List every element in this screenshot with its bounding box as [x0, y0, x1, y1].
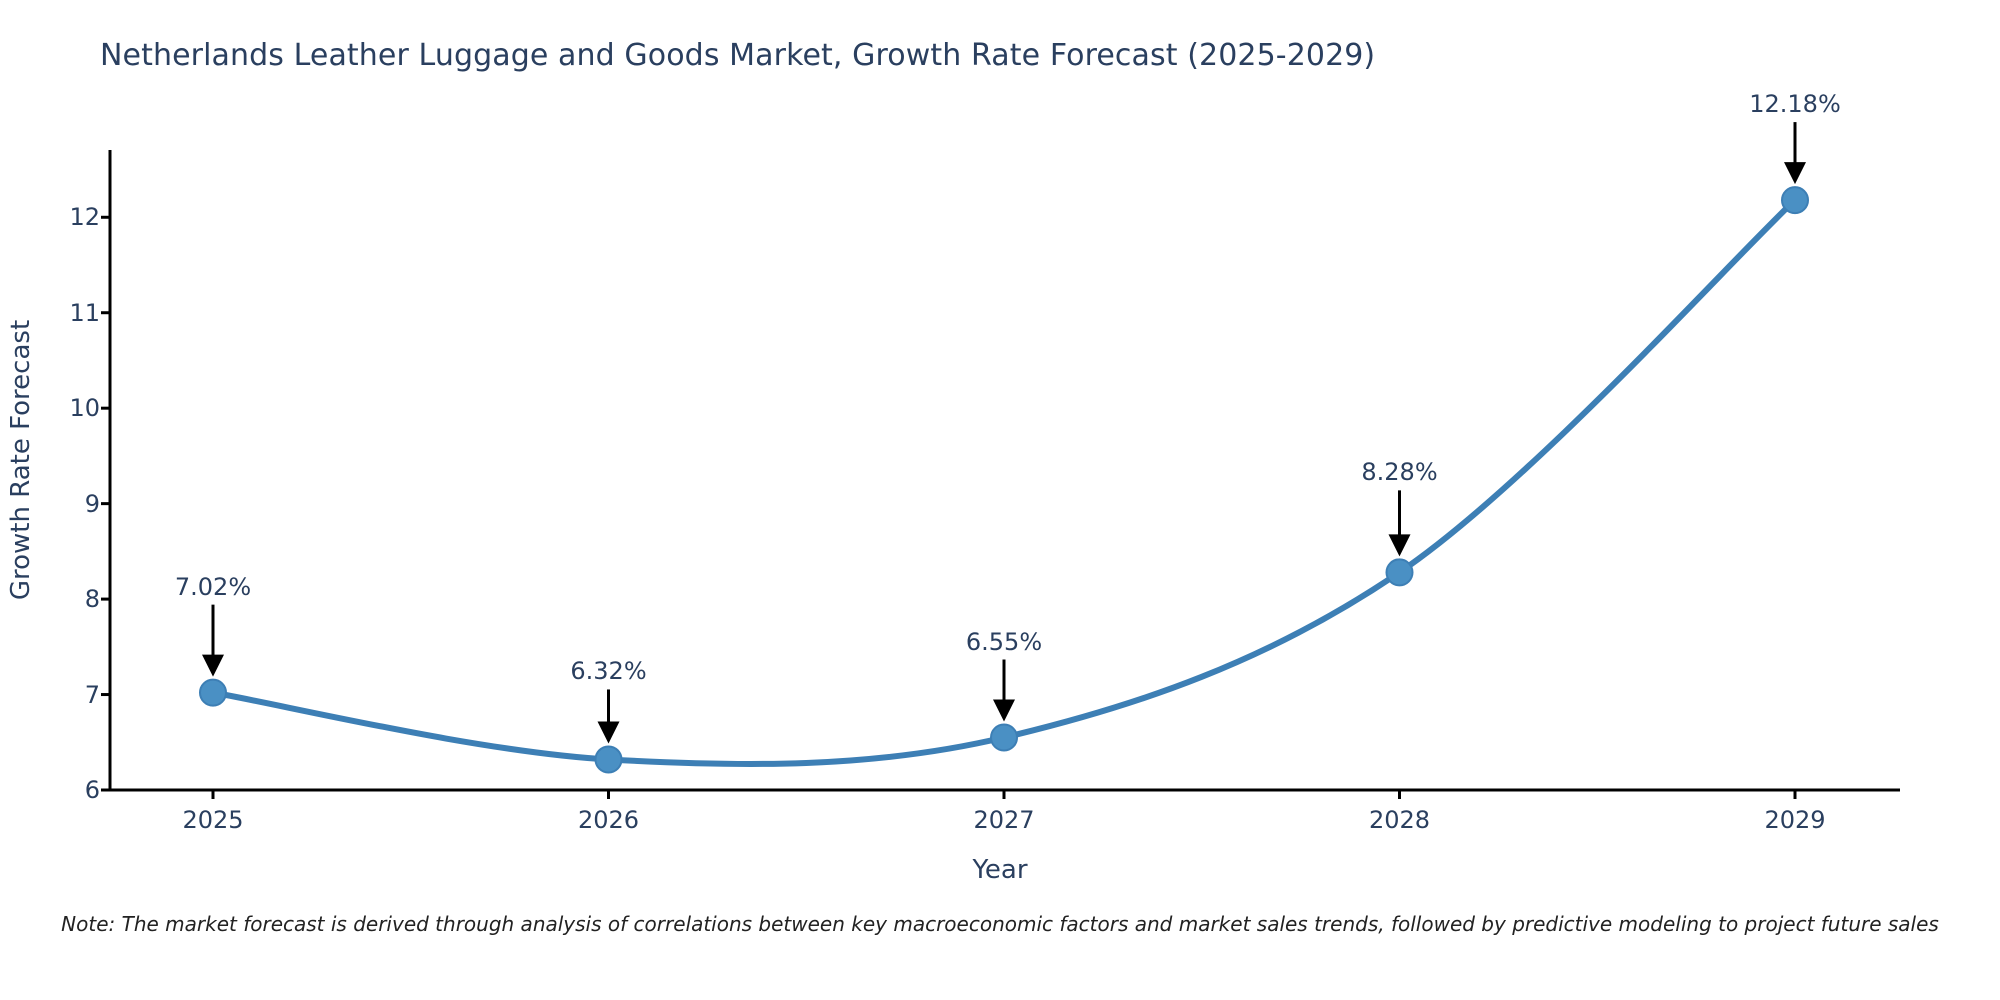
- annotation-arrow: [202, 604, 224, 677]
- annotation-arrow: [597, 689, 620, 744]
- y-axis-tick-label: 10: [69, 394, 100, 423]
- data-point-marker[interactable]: [1781, 186, 1809, 215]
- x-axis-tick-label: 2028: [1368, 806, 1431, 834]
- y-axis-tick-label: 6: [84, 776, 100, 804]
- data-point-marker[interactable]: [990, 723, 1018, 752]
- annotation-arrow: [1784, 122, 1806, 185]
- x-axis-tick-label: 2025: [182, 806, 244, 834]
- y-axis-tick-labels: 6 7 8 9 10 11 12: [30, 0, 100, 1000]
- y-axis-tick-label: 7: [84, 680, 100, 709]
- y-axis-tick-label: 12: [69, 203, 100, 232]
- annotation-arrow: [1388, 490, 1411, 557]
- x-axis-tick-label: 2029: [1764, 806, 1826, 834]
- annotation-arrow: [993, 659, 1015, 722]
- data-point-label: 8.28%: [1361, 458, 1438, 487]
- data-point-label: 6.55%: [965, 627, 1043, 656]
- data-point-label: 12.18%: [1749, 90, 1841, 119]
- y-axis-tick-label: 8: [84, 585, 100, 614]
- y-axis-tick-label: 9: [84, 489, 100, 518]
- chart-title: Netherlands Leather Luggage and Goods Ma…: [100, 38, 1376, 73]
- x-axis-tick-label: 2027: [973, 806, 1035, 834]
- data-point-label: 7.02%: [174, 572, 252, 601]
- chart-footnote: Note: The market forecast is derived thr…: [61, 912, 1939, 936]
- data-line-series: [210, 197, 1798, 768]
- data-point-marker[interactable]: [1385, 558, 1414, 587]
- x-axis-tick-label: 2026: [577, 806, 640, 834]
- data-point-marker[interactable]: [594, 745, 623, 774]
- data-point-label: 6.32%: [570, 657, 647, 686]
- x-axis-title: Year: [972, 855, 1028, 885]
- y-axis-tick-label: 11: [69, 298, 100, 327]
- data-point-marker[interactable]: [199, 678, 227, 707]
